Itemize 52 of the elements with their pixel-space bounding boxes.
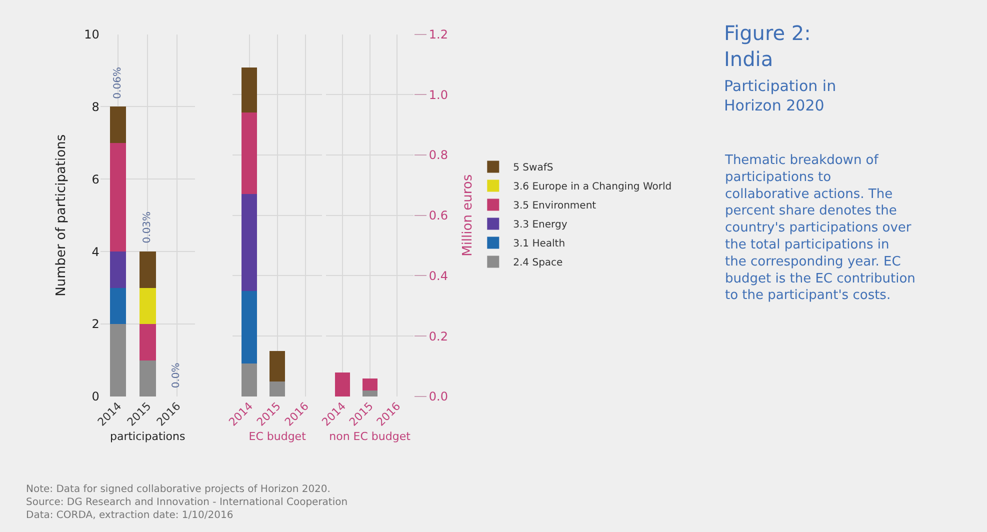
annotation: 0.06% [112,67,124,99]
y-axis-title: Million euros [460,174,476,256]
bar [110,106,126,143]
bar [110,252,126,288]
x-axis-title: participations [110,430,186,443]
legend-label: 3.3 Energy [513,220,568,231]
bar [242,290,258,364]
bar [270,381,286,396]
bar [242,112,258,194]
legend-label: 5 SwafS [513,162,554,174]
y-tick-label: 0 [92,390,100,404]
bar [140,324,156,360]
y-tick-label: 10 [84,27,100,42]
bar [140,360,156,396]
bar [140,288,156,324]
text: Note: Data for signed collaborative projects of Horizon 2020. [26,484,330,495]
bar [334,372,350,396]
y-axis-title: Number of participations [54,134,70,296]
y-tick-label: 0.2 [428,329,448,344]
y-tick-label: 6 [92,172,100,186]
bar [270,351,286,382]
y-tick-label: 0.4 [428,268,448,283]
bar [242,194,258,291]
legend-label: 3.6 Europe in a Changing World [513,182,672,193]
y-tick-label: 2 [92,317,100,332]
legend-label: 3.1 Health [513,238,566,250]
bar [362,390,378,396]
y-tick-label: 0.6 [428,208,448,223]
bar [362,378,378,390]
caption: Figure 2: India [724,21,811,71]
bar [110,288,126,324]
annotation: 0.0% [171,362,182,388]
bar [242,67,258,113]
annotation: 0.03% [142,211,154,244]
source-note: Source: DG Research and Innovation - International Cooperation [26,497,348,508]
bar [110,142,126,252]
y-tick-label: 1.2 [428,27,448,42]
y-tick-label: 4 [92,244,100,259]
text: Thematic breakdown of participations to collaborative actions. The percent share denotes the country's participations over the total participations in the corresponding year. EC budget is the EC contribution to the participant's costs. [725,153,916,304]
bar [110,324,126,396]
y-tick-label: 1.0 [428,88,448,102]
text: Data: CORDA, extraction date: 1/10/2016 [26,510,234,521]
text: Participation in Horizon 2020 [724,77,836,114]
x-axis-title: EC budget [248,430,307,443]
x-axis-title: non EC budget [329,430,412,443]
bar [242,363,258,396]
y-tick-label: 0.0 [428,390,448,404]
y-tick-label: 0.8 [428,148,448,162]
bar [140,252,156,288]
legend-label: 3.5 Environment [513,200,596,212]
legend-label: 2.4 Space [513,258,563,269]
y-tick-label: 8 [92,100,100,114]
